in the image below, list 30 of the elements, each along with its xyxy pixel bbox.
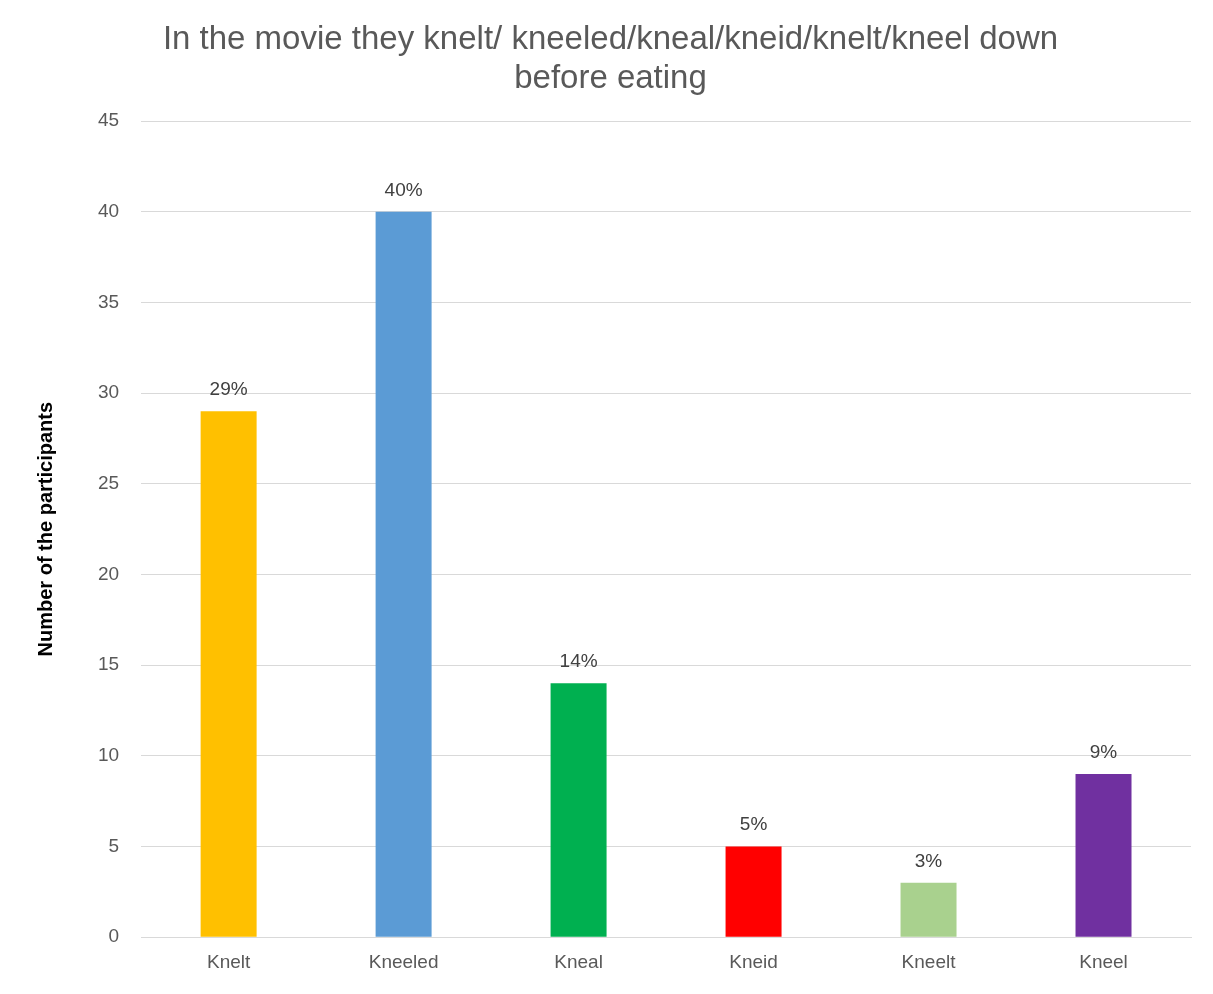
y-tick-label: 15 [97,653,120,675]
data-label: 3% [914,849,943,871]
x-tick-label: Kneid [729,950,778,972]
y-tick-label: 0 [108,925,120,947]
x-tick-label: Kneal [554,950,603,972]
y-tick-label: 35 [97,290,120,312]
y-tick-label: 30 [97,381,120,403]
bar [200,411,257,937]
x-tick-label: Knelt [206,950,251,972]
data-label: 5% [739,813,768,835]
y-tick-label: 25 [97,472,120,494]
data-label: 40% [384,178,423,200]
x-tick-label: Kneelt [901,950,957,972]
y-tick-label: 20 [97,562,120,584]
x-tick-label: Kneeled [368,950,439,972]
data-label: 29% [209,378,248,400]
chart-title: In the movie they knelt/ kneeled/kneal/kneid/knelt/kneel down before eating [162,18,1059,96]
bar [725,846,782,937]
y-tick-label: 5 [108,834,120,856]
bar [1075,774,1132,937]
y-tick-label: 40 [97,200,120,222]
bar [900,882,957,937]
data-label: 9% [1089,740,1118,762]
y-axis-title: Number of the participants [33,401,56,657]
y-tick-label: 10 [97,744,120,766]
data-label: 14% [559,650,598,672]
bar [375,211,432,937]
y-tick-label: 45 [97,109,120,131]
bar [550,683,607,937]
x-tick-label: Kneel [1079,950,1128,972]
